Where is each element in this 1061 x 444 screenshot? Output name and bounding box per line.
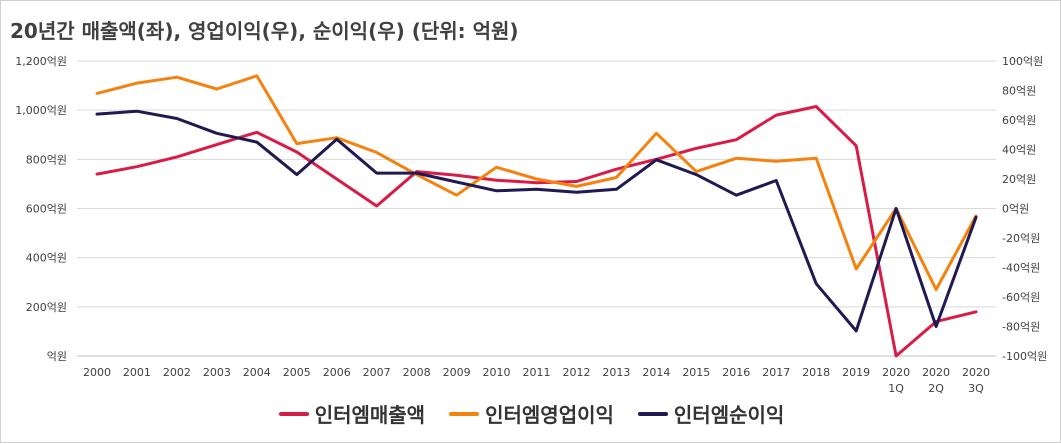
legend-label-sales: 인터엠매출액: [314, 403, 426, 427]
x-axis-tick-label: 2013: [602, 366, 630, 379]
legend-item-net-profit: 인터엠순이익: [637, 399, 785, 428]
legend-swatch-sales: [278, 411, 309, 416]
x-axis-tick-label: 2017: [762, 366, 790, 379]
legend-swatch-operating-profit: [449, 411, 480, 416]
legend-item-sales: 인터엠매출액: [278, 399, 426, 428]
right-axis-tick-label: -60억원: [1002, 291, 1040, 304]
right-axis-tick-label: -80억원: [1002, 321, 1040, 334]
right-axis-tick-label: 100억원: [1002, 55, 1043, 68]
legend-swatch-net-profit: [637, 411, 668, 416]
x-axis-tick-label: 2001: [123, 366, 151, 379]
x-axis-tick-label: 2Q: [928, 382, 944, 395]
chart-title: 20년간 매출액(좌), 영업이익(우), 순이익(우) (단위: 억원): [10, 19, 519, 43]
x-axis-tick-label: 2020: [922, 366, 950, 379]
left-axis-tick-label: 1,200억원: [15, 55, 67, 68]
x-axis-tick-label: 2006: [323, 366, 351, 379]
x-axis-tick-label: 2018: [802, 366, 830, 379]
series-line-net-profit: [95, 109, 978, 333]
left-axis-tick-label: 200억원: [26, 301, 67, 314]
x-axis-tick-label: 2003: [203, 366, 231, 379]
right-axis-tick-label: 0억원: [1002, 203, 1029, 216]
x-axis-tick-label: 2004: [243, 366, 271, 379]
x-axis-tick-label: 2000: [83, 366, 111, 379]
legend-label-operating-profit: 인터엠영업이익: [485, 403, 614, 427]
x-axis-tick-label: 2019: [842, 366, 870, 379]
x-axis-tick-label: 2008: [403, 366, 431, 379]
right-axis-tick-label: 60억원: [1002, 114, 1036, 127]
x-axis-tick-label: 2012: [562, 366, 590, 379]
legend: 인터엠매출액 인터엠영업이익 인터엠순이익: [1, 399, 1061, 428]
legend-item-operating-profit: 인터엠영업이익: [449, 399, 614, 428]
left-axis-tick-label: 600억원: [26, 203, 67, 216]
series-line-sales: [95, 105, 978, 358]
left-axis-tick-label: 800억원: [26, 153, 67, 166]
right-axis-tick-label: 20억원: [1002, 173, 1036, 186]
x-axis-tick-label: 2020: [962, 366, 990, 379]
x-axis-tick-label: 2014: [642, 366, 670, 379]
right-axis-tick-label: -100억원: [1002, 350, 1047, 363]
left-axis-tick-label: 400억원: [26, 252, 67, 265]
x-axis-tick-label: 2011: [523, 366, 551, 379]
x-axis-tick-label: 2015: [682, 366, 710, 379]
x-axis-tick-label: 3Q: [968, 382, 984, 395]
x-axis-tick-label: 2016: [722, 366, 750, 379]
x-axis-tick-label: 2005: [283, 366, 311, 379]
left-axis-tick-label: 억원: [47, 350, 67, 363]
right-axis-tick-label: 40억원: [1002, 144, 1036, 157]
x-axis-tick-label: 1Q: [888, 382, 904, 395]
x-axis-tick-label: 2007: [363, 366, 391, 379]
x-axis-tick-label: 2009: [443, 366, 471, 379]
x-axis-tick-label: 2002: [163, 366, 191, 379]
legend-label-net-profit: 인터엠순이익: [673, 403, 785, 427]
x-axis-tick-label: 2020: [882, 366, 910, 379]
left-axis-tick-label: 1,000억원: [15, 104, 67, 117]
right-axis-tick-label: -20억원: [1002, 232, 1040, 245]
right-axis-tick-label: 80억원: [1002, 85, 1036, 98]
series-line-operating-profit: [95, 74, 978, 292]
right-axis-tick-label: -40억원: [1002, 262, 1040, 275]
x-axis-tick-label: 2010: [483, 366, 511, 379]
